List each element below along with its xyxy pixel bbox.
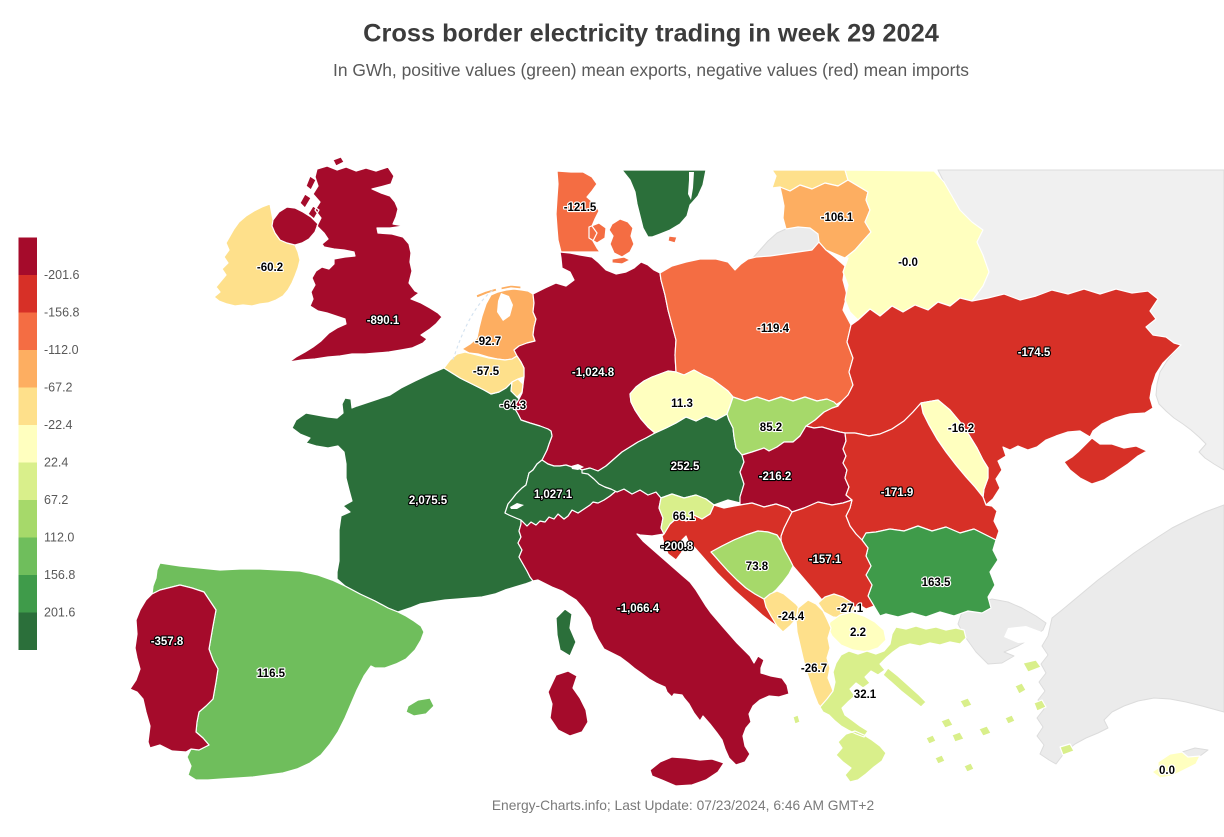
svg-text:-171.9: -171.9 <box>881 487 914 499</box>
svg-text:-201.6: -201.6 <box>44 268 79 282</box>
svg-text:66.1: 66.1 <box>673 511 696 523</box>
svg-text:22.4: 22.4 <box>44 456 68 470</box>
svg-text:-216.2: -216.2 <box>759 471 792 483</box>
svg-text:67.2: 67.2 <box>44 493 68 507</box>
svg-text:In GWh, positive values (green: In GWh, positive values (green) mean exp… <box>333 60 969 80</box>
svg-text:73.8: 73.8 <box>746 561 769 573</box>
svg-text:1,027.1: 1,027.1 <box>534 489 573 501</box>
svg-text:-119.4: -119.4 <box>757 323 790 335</box>
svg-text:-64.3: -64.3 <box>500 400 526 412</box>
svg-text:-890.1: -890.1 <box>367 315 400 327</box>
svg-text:-26.7: -26.7 <box>801 663 827 675</box>
svg-text:-27.1: -27.1 <box>837 603 864 615</box>
svg-text:163.5: 163.5 <box>922 577 951 589</box>
svg-text:-92.7: -92.7 <box>475 336 501 348</box>
svg-text:-174.5: -174.5 <box>1018 347 1051 359</box>
svg-text:-67.2: -67.2 <box>44 381 73 395</box>
svg-text:-16.2: -16.2 <box>948 423 974 435</box>
svg-text:32.1: 32.1 <box>854 689 877 701</box>
svg-text:-1,066.4: -1,066.4 <box>617 603 660 615</box>
svg-text:Energy-Charts.info; Last Updat: Energy-Charts.info; Last Update: 07/23/2… <box>492 798 874 813</box>
svg-text:116.5: 116.5 <box>257 668 286 680</box>
svg-text:85.2: 85.2 <box>760 422 782 434</box>
svg-text:-200.8: -200.8 <box>661 541 694 553</box>
svg-text:-1,024.8: -1,024.8 <box>572 367 615 379</box>
svg-text:-157.1: -157.1 <box>809 554 842 566</box>
svg-text:-60.2: -60.2 <box>257 262 283 274</box>
svg-text:2.2: 2.2 <box>850 627 866 639</box>
svg-text:-57.5: -57.5 <box>473 366 500 378</box>
svg-text:-106.1: -106.1 <box>821 212 854 224</box>
svg-text:252.5: 252.5 <box>671 461 700 473</box>
svg-text:-121.5: -121.5 <box>564 202 597 214</box>
svg-text:112.0: 112.0 <box>44 531 74 545</box>
svg-text:0.0: 0.0 <box>1159 765 1175 777</box>
svg-text:-24.4: -24.4 <box>778 611 805 623</box>
svg-text:2,075.5: 2,075.5 <box>409 495 448 507</box>
svg-text:201.6: 201.6 <box>44 606 75 620</box>
svg-text:156.8: 156.8 <box>44 568 75 582</box>
svg-text:-0.0: -0.0 <box>898 257 918 269</box>
svg-text:Cross border electricity tradi: Cross border electricity trading in week… <box>363 20 939 48</box>
svg-text:-22.4: -22.4 <box>44 418 73 432</box>
svg-text:11.3: 11.3 <box>671 398 693 410</box>
svg-text:-112.0: -112.0 <box>44 343 79 357</box>
svg-text:-156.8: -156.8 <box>44 306 79 320</box>
svg-text:-357.8: -357.8 <box>151 636 184 648</box>
